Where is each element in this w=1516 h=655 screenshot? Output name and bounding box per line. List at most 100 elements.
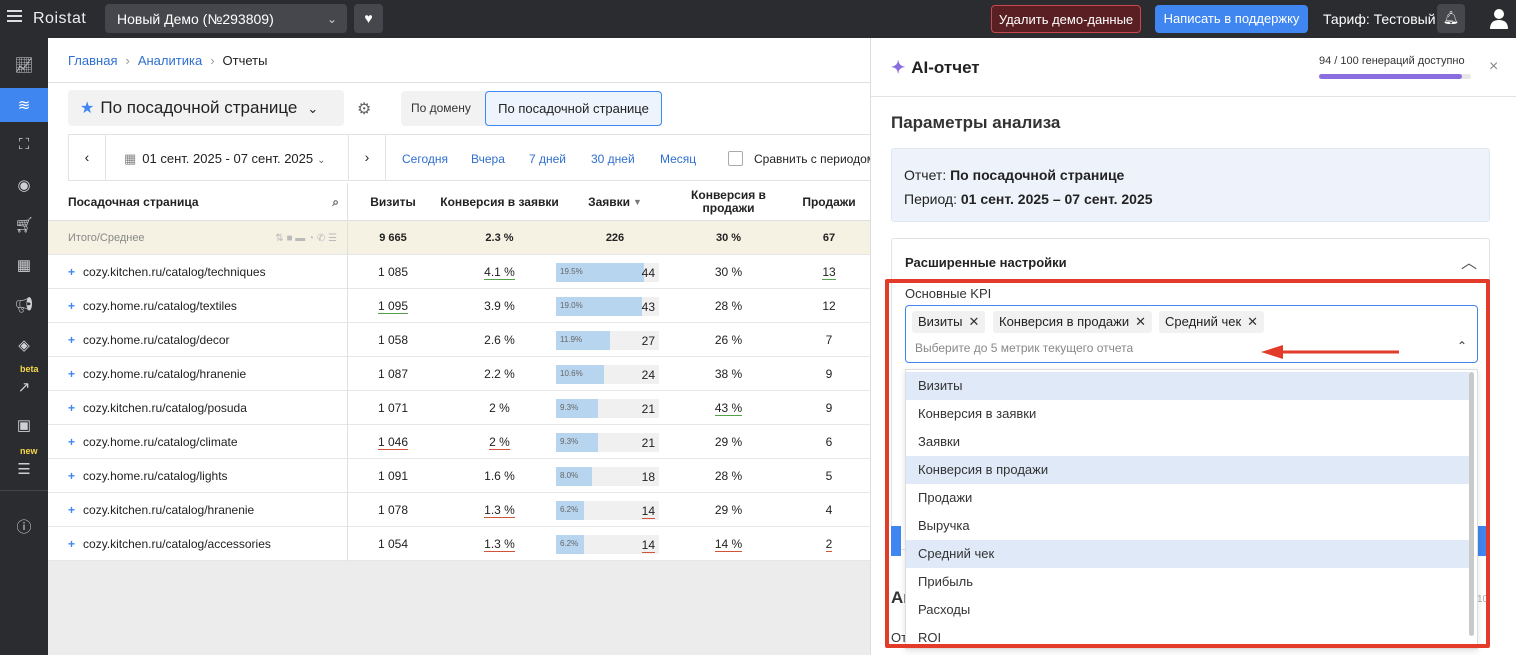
landing-url[interactable]: cozy.home.ru/catalog/lights	[83, 469, 228, 483]
tab-by-landing[interactable]: По посадочной странице	[485, 91, 662, 126]
col-landing[interactable]: Посадочная страница ⌕	[48, 183, 348, 221]
quick-30days[interactable]: 30 дней	[591, 152, 635, 166]
project-selector[interactable]: Новый Демо (№293809) ⌄	[105, 4, 347, 33]
list-icon[interactable]: ☰	[17, 461, 31, 478]
close-icon[interactable]: ✕	[1247, 314, 1259, 329]
landing-url[interactable]: cozy.home.ru/catalog/decor	[83, 333, 230, 347]
landing-cell[interactable]: + cozy.home.ru/catalog/climate	[48, 425, 348, 459]
bus-icon[interactable]: ▣	[16, 417, 32, 434]
col-conv-sales[interactable]: Конверсия в продажи	[691, 188, 766, 215]
bell-icon[interactable]: 🔔︎	[1437, 4, 1465, 33]
table-row[interactable]: + cozy.kitchen.ru/catalog/posuda 1 071 2 % 9…	[48, 391, 870, 425]
close-icon[interactable]: ✕	[1135, 314, 1147, 329]
quick-month[interactable]: Месяц	[660, 152, 697, 166]
table-row[interactable]: + cozy.home.ru/catalog/textiles 1 095 3.9 %…	[48, 289, 870, 323]
breadcrumb-analytics[interactable]: Аналитика	[137, 53, 203, 68]
support-button[interactable]: Написать в поддержку	[1155, 5, 1308, 33]
hierarchy-icon[interactable]: ⛶	[18, 136, 30, 153]
landing-url[interactable]: cozy.kitchen.ru/catalog/techniques	[83, 265, 266, 279]
gear-icon[interactable]: ⚙	[357, 101, 372, 118]
next-period-icon[interactable]: ›	[348, 135, 386, 181]
compare-checkbox[interactable]	[728, 151, 743, 166]
table-row[interactable]: + cozy.kitchen.ru/catalog/accessories 1 05…	[48, 527, 870, 561]
quick-yesterday[interactable]: Вчера	[471, 152, 505, 166]
cart-icon[interactable]: 🛒︎	[14, 217, 34, 234]
landing-cell[interactable]: + cozy.kitchen.ru/catalog/techniques	[48, 255, 348, 289]
user-icon[interactable]	[1490, 8, 1508, 30]
expand-plus-icon[interactable]: +	[68, 299, 76, 313]
chevron-up-icon[interactable]: ⌃	[1456, 339, 1467, 353]
kpi-option[interactable]: Прибыль	[918, 574, 973, 589]
tariff-label[interactable]: Тариф: Тестовый	[1323, 11, 1436, 27]
chevron-up-icon[interactable]: ︿	[1460, 255, 1477, 272]
search-icon[interactable]: ⌕	[332, 194, 339, 209]
landing-cell[interactable]: + cozy.home.ru/catalog/decor	[48, 323, 348, 357]
generate-button-edge-right[interactable]	[1478, 526, 1488, 556]
table-row[interactable]: + cozy.home.ru/catalog/decor 1 058 2.6 % 11.…	[48, 323, 870, 357]
expand-plus-icon[interactable]: +	[68, 367, 76, 381]
info-icon[interactable]: ⓘ	[16, 519, 32, 536]
col-leads[interactable]: Заявки ▼	[561, 183, 669, 221]
kpi-option[interactable]: Продажи	[918, 490, 973, 505]
kpi-option[interactable]: Выручка	[918, 518, 970, 533]
logo[interactable]: Roistat	[33, 10, 87, 27]
expand-plus-icon[interactable]: +	[68, 537, 76, 551]
generate-button-edge[interactable]	[891, 526, 901, 556]
user-circle-icon[interactable]: ◉	[17, 177, 31, 194]
kpi-option[interactable]: Средний чек	[906, 540, 1469, 568]
kpi-placeholder[interactable]: Выберите до 5 метрик текущего отчета	[915, 341, 1134, 355]
landing-cell[interactable]: + cozy.home.ru/catalog/textiles	[48, 289, 348, 323]
kpi-multiselect[interactable]: Визиты ✕ Конверсия в продажи ✕ Средний чек…	[905, 305, 1478, 363]
kpi-option[interactable]: ROI	[918, 630, 942, 645]
date-range-picker[interactable]: ▦ 01 сент. 2025 - 07 сент. 2025 ⌄	[124, 151, 326, 167]
kpi-option[interactable]: Заявки	[918, 434, 960, 449]
landing-cell[interactable]: + cozy.home.ru/catalog/lights	[48, 459, 348, 493]
kpi-option[interactable]: Конверсия в заявки	[918, 406, 1037, 421]
star-icon[interactable]: ★	[80, 100, 95, 117]
landing-url[interactable]: cozy.kitchen.ru/catalog/hranenie	[83, 503, 255, 517]
landing-url[interactable]: cozy.home.ru/catalog/textiles	[83, 299, 237, 313]
landing-cell[interactable]: + cozy.kitchen.ru/catalog/posuda	[48, 391, 348, 425]
landing-cell[interactable]: + cozy.home.ru/catalog/hranenie	[48, 357, 348, 391]
kpi-option[interactable]: Визиты	[906, 372, 1469, 400]
expand-plus-icon[interactable]: +	[68, 333, 76, 347]
table-row[interactable]: + cozy.kitchen.ru/catalog/hranenie 1 078 1.…	[48, 493, 870, 527]
col-visits[interactable]: Визиты	[370, 194, 416, 209]
close-icon[interactable]: ✕	[968, 314, 980, 329]
calendar-icon[interactable]: ▦	[16, 257, 32, 274]
prev-period-icon[interactable]: ‹	[68, 135, 106, 181]
kpi-option[interactable]: Конверсия в продажи	[906, 456, 1469, 484]
col-conv-leads[interactable]: Конверсия в заявки	[440, 194, 559, 209]
table-row[interactable]: + cozy.home.ru/catalog/climate 1 046 2 % 9.3…	[48, 425, 870, 459]
menu-icon[interactable]	[7, 10, 22, 23]
kpi-option[interactable]: Расходы	[918, 602, 971, 617]
health-icon[interactable]: ♥	[354, 4, 383, 33]
quick-today[interactable]: Сегодня	[402, 152, 448, 166]
expand-plus-icon[interactable]: +	[68, 469, 76, 483]
advanced-title[interactable]: Расширенные настройки	[905, 255, 1067, 270]
report-selector[interactable]: ★ По посадочной странице ⌄	[68, 90, 344, 126]
table-row[interactable]: + cozy.home.ru/catalog/hranenie 1 087 2.2 %…	[48, 357, 870, 391]
delete-demo-button[interactable]: Удалить демо-данные	[991, 5, 1141, 33]
total-tools-icon[interactable]: ⇅ ■ ▬ ◔ ✆ ☰	[275, 232, 337, 244]
col-sales[interactable]: Продажи	[802, 194, 856, 209]
landing-cell[interactable]: + cozy.kitchen.ru/catalog/hranenie	[48, 493, 348, 527]
landing-url[interactable]: cozy.kitchen.ru/catalog/accessories	[83, 537, 271, 551]
expand-plus-icon[interactable]: +	[68, 435, 76, 449]
quick-7days[interactable]: 7 дней	[529, 152, 567, 166]
sort-desc-icon[interactable]: ▼	[633, 196, 642, 207]
trend-icon[interactable]: ↗	[17, 379, 31, 396]
dropdown-scrollbar[interactable]	[1469, 372, 1474, 636]
layers-icon[interactable]: ≋	[0, 88, 48, 122]
analytics-chart-icon[interactable]: 📈︎	[14, 57, 34, 74]
table-row[interactable]: + cozy.kitchen.ru/catalog/techniques 1 085…	[48, 255, 870, 289]
megaphone-icon[interactable]: 📢︎	[14, 297, 34, 314]
close-icon[interactable]: ×	[1489, 58, 1499, 75]
tab-by-domain[interactable]: По домену	[411, 101, 471, 115]
landing-url[interactable]: cozy.home.ru/catalog/climate	[83, 435, 238, 449]
compare-label[interactable]: Сравнить с периодом	[754, 152, 870, 166]
expand-plus-icon[interactable]: +	[68, 265, 76, 279]
expand-plus-icon[interactable]: +	[68, 401, 76, 415]
landing-cell[interactable]: + cozy.kitchen.ru/catalog/accessories	[48, 527, 348, 561]
table-row[interactable]: + cozy.home.ru/catalog/lights 1 091 1.6 % 8.…	[48, 459, 870, 493]
